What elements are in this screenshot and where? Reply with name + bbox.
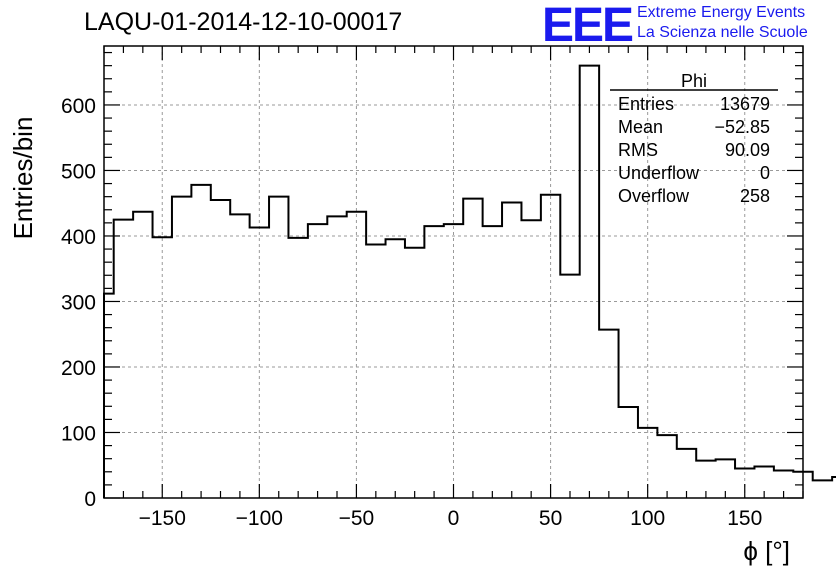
histogram-outline <box>103 64 836 498</box>
y-tick-label: 300 <box>61 291 96 314</box>
y-axis-label: Entries/bin <box>8 117 38 240</box>
y-tick-label: 100 <box>61 422 96 445</box>
y-tick-label: 500 <box>61 160 96 183</box>
chart-title: LAQU-01-2014-12-10-00017 <box>84 8 403 36</box>
axis-ticks <box>103 46 804 499</box>
stats-label: Mean <box>618 117 663 137</box>
x-tick-label: −50 <box>339 507 375 530</box>
y-tick-label: 600 <box>61 95 96 118</box>
logo-caption-line-2: La Scienza nelle Scuole <box>637 24 808 41</box>
x-axis-label: ϕ [°] <box>743 536 790 566</box>
stats-value: 13679 <box>720 94 770 114</box>
x-tick-label: 50 <box>539 507 562 530</box>
stats-name: Phi <box>681 71 707 91</box>
x-tick-label: 100 <box>630 507 665 530</box>
y-tick-labels: 0 100 200 300 400 500 600 <box>61 95 96 511</box>
x-tick-label: 150 <box>727 507 762 530</box>
x-tick-label: 0 <box>448 507 460 530</box>
stats-value: 90.09 <box>725 140 770 160</box>
stats-label: RMS <box>618 140 658 160</box>
plot-frame <box>103 45 804 499</box>
stats-label: Entries <box>618 94 674 114</box>
y-tick-label: 0 <box>84 488 96 511</box>
x-tick-labels: −150 −100 −50 0 50 100 150 <box>139 507 763 530</box>
y-tick-label: 400 <box>61 226 96 249</box>
stats-label: Overflow <box>618 186 690 206</box>
grid-lines <box>104 46 803 498</box>
stats-box: Phi Entries 13679 Mean −52.85 RMS 90.09 Underf… <box>610 71 778 206</box>
stats-value: −52.85 <box>714 117 770 137</box>
logo-caption-line-1: Extreme Energy Events <box>637 4 806 21</box>
y-tick-label: 200 <box>61 357 96 380</box>
x-tick-label: −150 <box>139 507 186 530</box>
stats-value: 0 <box>760 163 770 183</box>
stats-label: Underflow <box>618 163 700 183</box>
stats-value: 258 <box>740 186 770 206</box>
eee-logo: EEE <box>542 0 634 52</box>
x-tick-label: −100 <box>236 507 283 530</box>
